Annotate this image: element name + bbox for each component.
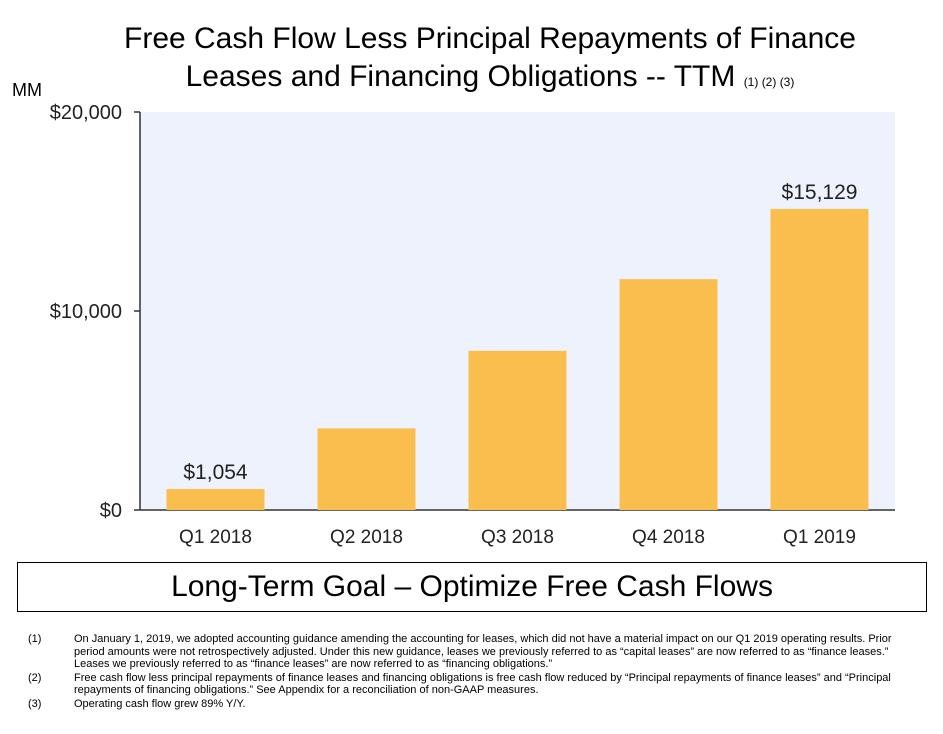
footnote-number: (3) xyxy=(28,697,42,710)
chart-title-footnote-refs: (1) (2) (3) xyxy=(743,75,795,89)
footnotes: (1) On January 1, 2019, we adopted accou… xyxy=(28,633,908,711)
y-tick-label: $0 xyxy=(100,500,122,522)
bar xyxy=(770,208,869,510)
chart-title: Free Cash Flow Less Principal Repayments… xyxy=(60,20,920,101)
footnote-number: (1) xyxy=(28,633,42,645)
chart-title-line-2-text: Leases and Financing Obligations -- TTM xyxy=(185,60,736,93)
y-axis-unit-label: MM xyxy=(12,80,42,100)
footnote-number: (2) xyxy=(28,671,42,684)
bar xyxy=(468,350,567,510)
chart-title-line-2: Leases and Financing Obligations -- TTM … xyxy=(60,58,920,101)
y-tick-label: $10,000 xyxy=(50,301,122,323)
footnote: (3) Operating cash flow grew 89% Y/Y. xyxy=(28,698,908,711)
bar xyxy=(317,428,416,510)
data-label: $15,129 xyxy=(782,181,858,204)
x-tick-label: Q2 2018 xyxy=(330,527,403,548)
footnote-text: Operating cash flow grew 89% Y/Y. xyxy=(74,697,246,710)
bar xyxy=(619,279,718,510)
data-label: $1,054 xyxy=(183,461,248,484)
x-tick-label: Q1 2019 xyxy=(783,527,856,548)
y-tick-label: $20,000 xyxy=(50,102,122,124)
footnote: (2) Free cash flow less principal repaym… xyxy=(28,672,908,697)
x-tick-label: Q4 2018 xyxy=(632,527,705,548)
x-tick-label: Q3 2018 xyxy=(481,527,554,548)
chart-title-line-1: Free Cash Flow Less Principal Repayments… xyxy=(124,22,856,55)
goal-banner: Long-Term Goal – Optimize Free Cash Flow… xyxy=(17,562,927,612)
footnote-text: Free cash flow less principal repayments… xyxy=(74,671,891,697)
bar xyxy=(166,489,265,510)
bar-chart: $0 $10,000 $20,000 Q1 2018 $1,054 Q2 2018 Q3 2… xyxy=(50,102,895,548)
goal-text: Long-Term Goal – Optimize Free Cash Flow… xyxy=(171,570,773,603)
footnote-text: On January 1, 2019, we adopted accountin… xyxy=(74,633,892,670)
footnote: (1) On January 1, 2019, we adopted accou… xyxy=(28,633,908,671)
x-tick-label: Q1 2018 xyxy=(179,527,252,548)
